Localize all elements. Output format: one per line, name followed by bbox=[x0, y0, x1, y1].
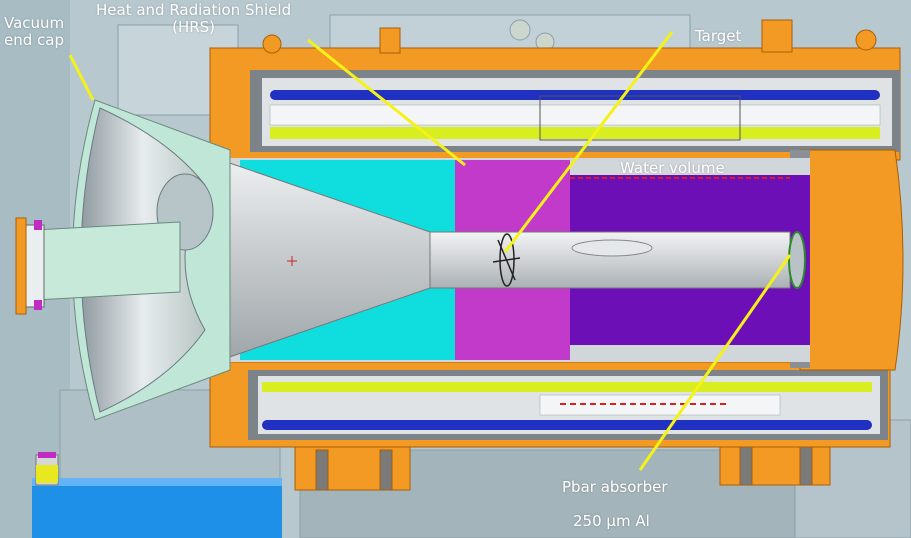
label-hrs-line1: Heat and Radiation Shield bbox=[96, 1, 292, 19]
upper-shield-housing bbox=[209, 19, 901, 161]
callout-pbar-absorber bbox=[638, 254, 792, 471]
label-vacuum-end-cap-line1: Vacuum bbox=[4, 14, 65, 32]
callout-vacuum-end-cap bbox=[68, 54, 95, 101]
transport-cone bbox=[214, 157, 806, 363]
callout-lines bbox=[68, 31, 792, 471]
vacuum-end-cap bbox=[15, 99, 231, 421]
target-assembly bbox=[492, 233, 521, 287]
label-water-volume: Water volume bbox=[620, 159, 725, 177]
label-target: Target bbox=[695, 27, 742, 45]
label-vacuum-end-cap-line2: end cap bbox=[4, 31, 64, 49]
label-pbar-absorber-spec: 250 µm Al bbox=[573, 512, 650, 530]
label-hrs: Heat and Radiation Shield (HRS) bbox=[96, 2, 291, 36]
label-pbar-absorber: Pbar absorber bbox=[562, 478, 668, 496]
callout-hrs bbox=[307, 38, 466, 167]
label-vacuum-end-cap: Vacuum end cap bbox=[4, 15, 64, 49]
callout-target bbox=[503, 31, 674, 253]
label-hrs-line2: (HRS) bbox=[172, 18, 216, 36]
lower-shield-housing bbox=[209, 361, 891, 448]
blue-utility-box bbox=[32, 452, 282, 538]
